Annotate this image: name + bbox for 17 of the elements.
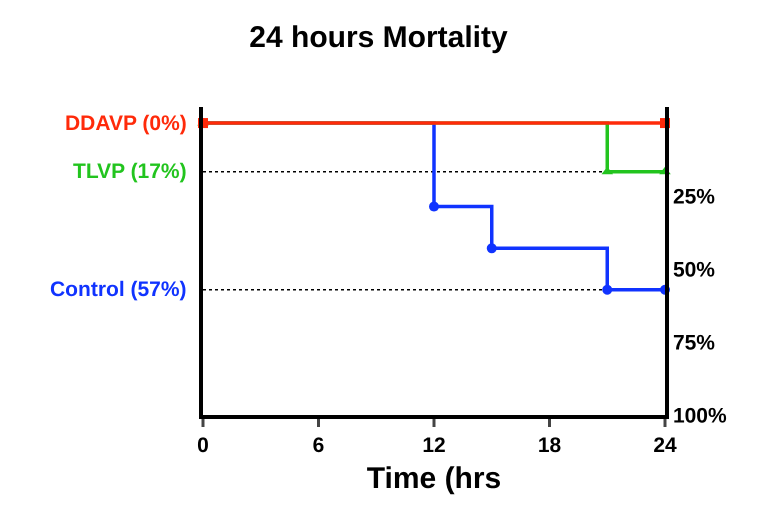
chart-title: 24 hours Mortality — [249, 20, 508, 54]
x-tick-label: 0 — [197, 434, 209, 457]
series-label: TLVP (17%) — [73, 160, 187, 183]
x-tick-label: 24 — [653, 434, 677, 457]
x-tick-label: 6 — [312, 434, 324, 457]
series-label: DDAVP (0%) — [65, 112, 187, 135]
y-tick-label: 100% — [672, 404, 727, 428]
point — [486, 243, 497, 254]
x-axis-title: Time (hrs — [366, 462, 502, 495]
y-tick-label: 75% — [672, 331, 716, 354]
x-tick-label: 18 — [538, 434, 562, 457]
text: Control (57%) — [50, 278, 186, 301]
y-tick-label: 50% — [672, 258, 716, 282]
point — [429, 202, 439, 212]
point — [602, 284, 612, 295]
y-tick-label: 25% — [672, 185, 716, 208]
x-tick-label: 12 — [422, 434, 446, 457]
